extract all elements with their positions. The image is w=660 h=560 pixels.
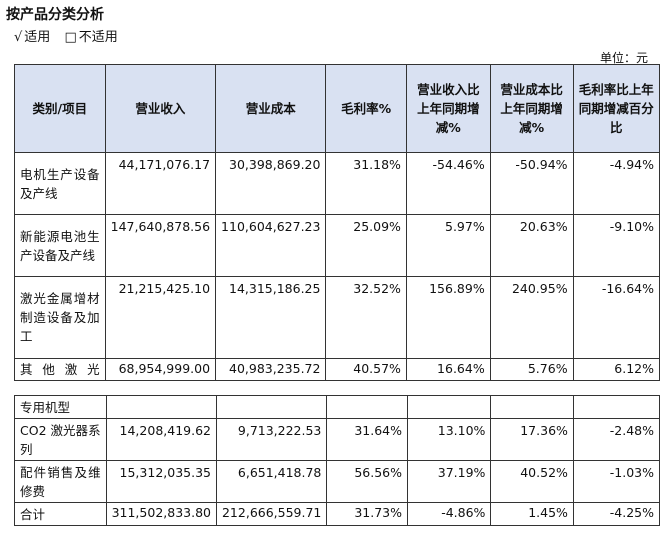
row-revenue bbox=[105, 395, 217, 419]
row-margin-change: -16.64% bbox=[572, 276, 660, 359]
row-revenue: 311,502,833.80 bbox=[105, 502, 217, 526]
row-cost: 9,713,222.53 bbox=[215, 418, 328, 461]
row-cost-change: 5.76% bbox=[489, 358, 574, 381]
row-category: 电机生产设备及产线 bbox=[14, 152, 106, 215]
row-cost-change: 40.52% bbox=[490, 460, 574, 503]
table-row: 配件销售及维修费 15,312,035.35 6,651,418.78 56.5… bbox=[14, 460, 660, 503]
row-category: 合计 bbox=[14, 502, 107, 526]
row-revenue: 147,640,878.56 bbox=[104, 214, 217, 277]
row-revenue-change: 13.10% bbox=[406, 418, 492, 461]
row-cost: 110,604,627.23 bbox=[215, 214, 327, 277]
row-cost: 30,398,869.20 bbox=[215, 152, 327, 215]
header-category: 类别/项目 bbox=[14, 64, 106, 153]
row-cost: 6,651,418.78 bbox=[215, 460, 328, 503]
row-revenue-change: 37.19% bbox=[406, 460, 492, 503]
table-total-row: 合计 311,502,833.80 212,666,559.71 31.73% … bbox=[14, 502, 660, 526]
row-margin-change: -2.48% bbox=[572, 418, 660, 461]
row-margin-change: -4.94% bbox=[572, 152, 660, 215]
row-cost: 40,983,235.72 bbox=[215, 358, 327, 381]
row-margin: 25.09% bbox=[325, 214, 407, 277]
row-margin: 32.52% bbox=[325, 276, 407, 359]
table-row: 专用机型 bbox=[14, 395, 660, 419]
table-row: 其他激光 68,954,999.00 40,983,235.72 40.57% … bbox=[14, 358, 660, 381]
row-margin: 31.73% bbox=[326, 502, 408, 526]
row-revenue: 14,208,419.62 bbox=[105, 418, 217, 461]
row-revenue: 15,312,035.35 bbox=[105, 460, 217, 503]
row-cost: 212,666,559.71 bbox=[215, 502, 328, 526]
applicable-label: 适用 bbox=[24, 30, 51, 45]
header-cost: 营业成本 bbox=[215, 64, 327, 153]
row-margin-change: 6.12% bbox=[572, 358, 660, 381]
table-row: 激光金属增材制造设备及加工 21,215,425.10 14,315,186.2… bbox=[14, 276, 660, 359]
row-revenue-change: 16.64% bbox=[405, 358, 491, 381]
row-revenue: 44,171,076.17 bbox=[104, 152, 217, 215]
row-category: 专用机型 bbox=[14, 395, 107, 419]
table-row: 新能源电池生产设备及产线 147,640,878.56 110,604,627.… bbox=[14, 214, 660, 277]
not-applicable-label: 不适用 bbox=[78, 30, 118, 45]
row-revenue-change: 156.89% bbox=[405, 276, 491, 359]
applicability-options: √ 适用 □ 不适用 bbox=[14, 26, 120, 45]
row-cost: 14,315,186.25 bbox=[215, 276, 327, 359]
row-category: 配件销售及维修费 bbox=[14, 460, 107, 503]
currency-unit: 单位：元 bbox=[599, 51, 648, 65]
header-margin: 毛利率% bbox=[325, 64, 407, 153]
header-revenue-change: 营业收入比上年同期增减% bbox=[405, 64, 491, 153]
header-cost-change: 营业成本比上年同期增减% bbox=[489, 64, 574, 153]
table-row: 电机生产设备及产线 44,171,076.17 30,398,869.20 31… bbox=[14, 152, 660, 215]
row-category: CO2 激光器系列 bbox=[14, 418, 107, 461]
section-title: 按产品分类分析 bbox=[6, 7, 104, 23]
row-margin-change: -1.03% bbox=[572, 460, 660, 503]
row-cost-change: 20.63% bbox=[489, 214, 574, 277]
row-margin: 31.64% bbox=[326, 418, 408, 461]
row-margin: 31.18% bbox=[325, 152, 407, 215]
row-margin-change bbox=[572, 395, 660, 419]
row-revenue-change bbox=[406, 395, 492, 419]
row-margin: 40.57% bbox=[325, 358, 407, 381]
not-applicable-checkbox-icon: □ bbox=[64, 30, 77, 45]
row-cost-change: 240.95% bbox=[489, 276, 574, 359]
row-cost-change: -50.94% bbox=[489, 152, 574, 215]
row-cost-change bbox=[490, 395, 574, 419]
row-category: 新能源电池生产设备及产线 bbox=[14, 214, 106, 277]
row-revenue: 21,215,425.10 bbox=[104, 276, 217, 359]
row-cost-change: 1.45% bbox=[490, 502, 574, 526]
product-analysis-table: 类别/项目 营业收入 营业成本 毛利率% 营业收入比上年同期增减% 营业成本比上… bbox=[14, 64, 660, 381]
row-margin bbox=[326, 395, 408, 419]
header-revenue: 营业收入 bbox=[104, 64, 217, 153]
row-category: 激光金属增材制造设备及加工 bbox=[14, 276, 106, 359]
row-category: 其他激光 bbox=[14, 358, 106, 381]
row-margin-change: -4.25% bbox=[572, 502, 660, 526]
row-margin: 56.56% bbox=[326, 460, 408, 503]
table-row: CO2 激光器系列 14,208,419.62 9,713,222.53 31.… bbox=[14, 418, 660, 461]
row-revenue: 68,954,999.00 bbox=[104, 358, 217, 381]
product-analysis-table-continued: 专用机型 CO2 激光器系列 14,208,419.62 9,713,222.5… bbox=[14, 395, 660, 526]
row-cost bbox=[215, 395, 328, 419]
row-cost-change: 17.36% bbox=[490, 418, 574, 461]
header-margin-change: 毛利率比上年同期增减百分比 bbox=[572, 64, 660, 153]
row-margin-change: -9.10% bbox=[572, 214, 660, 277]
row-revenue-change: 5.97% bbox=[405, 214, 491, 277]
row-revenue-change: -4.86% bbox=[406, 502, 492, 526]
table-header-row: 类别/项目 营业收入 营业成本 毛利率% 营业收入比上年同期增减% 营业成本比上… bbox=[14, 64, 660, 153]
applicable-check-mark: √ bbox=[14, 30, 23, 45]
row-revenue-change: -54.46% bbox=[405, 152, 491, 215]
